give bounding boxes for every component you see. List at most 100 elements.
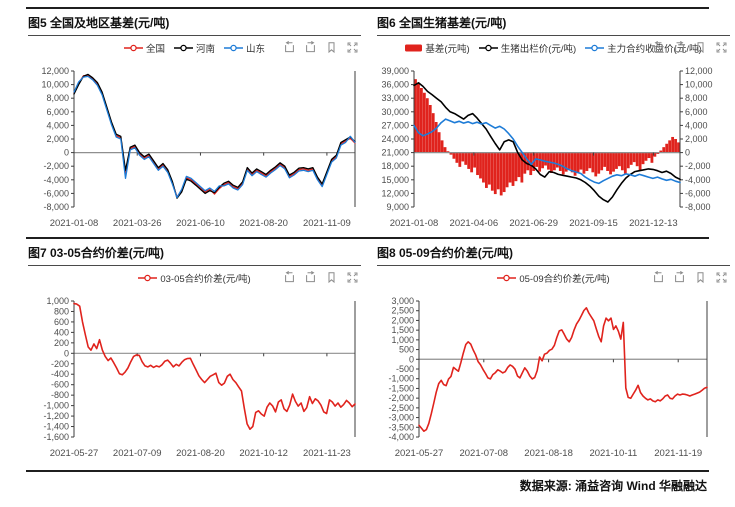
region-next-icon[interactable] xyxy=(304,271,317,284)
legend-item[interactable]: 山东 xyxy=(224,41,265,55)
middle-rule xyxy=(26,237,709,239)
svg-text:-3,000: -3,000 xyxy=(388,413,414,423)
region-prev-icon[interactable] xyxy=(283,41,296,54)
fig5-legend-row: 全国 河南 山东 xyxy=(28,36,361,60)
svg-text:27,000: 27,000 xyxy=(381,120,409,130)
fullscreen-icon[interactable] xyxy=(715,271,728,284)
svg-text:-1,400: -1,400 xyxy=(43,422,69,432)
svg-text:24,000: 24,000 xyxy=(381,134,409,144)
svg-text:-2,000: -2,000 xyxy=(685,161,711,171)
region-prev-icon[interactable] xyxy=(283,271,296,284)
svg-text:2021-10-12: 2021-10-12 xyxy=(239,448,288,459)
region-prev-icon[interactable] xyxy=(652,41,665,54)
svg-text:6,000: 6,000 xyxy=(685,107,708,117)
svg-text:2,000: 2,000 xyxy=(685,134,708,144)
bookmark-icon[interactable] xyxy=(694,41,707,54)
legend-item[interactable]: 基差(元吨) xyxy=(405,41,470,55)
region-next-icon[interactable] xyxy=(304,41,317,54)
region-prev-icon[interactable] xyxy=(652,271,665,284)
svg-text:-2,500: -2,500 xyxy=(388,403,414,413)
svg-text:2,000: 2,000 xyxy=(391,315,414,325)
svg-text:18,000: 18,000 xyxy=(381,161,409,171)
svg-text:-400: -400 xyxy=(51,369,69,379)
svg-text:400: 400 xyxy=(54,327,69,337)
fig6-legend-row: 基差(元吨) 生猪出栏价(元/吨) 主力合约收盘价(元/吨) xyxy=(377,36,730,60)
svg-text:0: 0 xyxy=(64,348,69,358)
svg-text:2021-06-29: 2021-06-29 xyxy=(509,218,558,229)
legend-label: 基差(元吨) xyxy=(425,44,470,55)
svg-text:12,000: 12,000 xyxy=(41,66,69,76)
svg-text:0: 0 xyxy=(685,148,690,158)
fig7-toolbar xyxy=(283,271,359,284)
svg-text:2021-07-08: 2021-07-08 xyxy=(459,448,508,459)
legend-line-marker xyxy=(173,44,193,52)
charts-row-bottom: 图7 03-05合约价差(元/吨) 03-05合约价差(元/吨) -1,600-… xyxy=(0,239,735,463)
svg-text:-8,000: -8,000 xyxy=(685,202,711,212)
fig7-chart-canvas[interactable]: -1,600-1,400-1,200-1,000-800-600-400-200… xyxy=(28,291,361,463)
fig5-legend: 全国 河南 山东 xyxy=(123,41,265,55)
svg-text:12,000: 12,000 xyxy=(381,188,409,198)
legend-line-marker xyxy=(497,274,517,282)
bookmark-icon[interactable] xyxy=(325,271,338,284)
fullscreen-icon[interactable] xyxy=(715,41,728,54)
svg-text:3,000: 3,000 xyxy=(391,296,414,306)
svg-text:-1,000: -1,000 xyxy=(43,401,69,411)
svg-text:9,000: 9,000 xyxy=(386,202,409,212)
svg-text:1,500: 1,500 xyxy=(391,325,414,335)
svg-text:-1,000: -1,000 xyxy=(388,374,414,384)
svg-text:2021-08-18: 2021-08-18 xyxy=(524,448,573,459)
svg-text:-4,000: -4,000 xyxy=(685,175,711,185)
bookmark-icon[interactable] xyxy=(325,41,338,54)
fig6-title: 图6 全国生猪基差(元/吨) xyxy=(377,15,730,36)
fig7-title: 图7 03-05合约价差(元/吨) xyxy=(28,245,361,266)
fullscreen-icon[interactable] xyxy=(346,41,359,54)
svg-text:500: 500 xyxy=(399,345,414,355)
panel-fig8: 图8 05-09合约价差(元/吨) 05-09合约价差(元/吨) -4,000-… xyxy=(367,239,735,463)
legend-label: 05-09合约价差(元/吨) xyxy=(519,274,610,285)
fullscreen-icon[interactable] xyxy=(346,271,359,284)
svg-text:-1,500: -1,500 xyxy=(388,383,414,393)
svg-text:-2,000: -2,000 xyxy=(43,161,69,171)
svg-text:39,000: 39,000 xyxy=(381,66,409,76)
region-next-icon[interactable] xyxy=(673,271,686,284)
legend-line-marker xyxy=(138,274,158,282)
fig6-chart-canvas[interactable]: 9,000 12,000 15,000 18,000 21,000 24,000 27,00… xyxy=(377,61,730,233)
fig5-chart-canvas[interactable]: -8,000 -6,000 -4,000 -2,000 0 2,000 4,000 6,000… xyxy=(28,61,361,233)
svg-text:30,000: 30,000 xyxy=(381,107,409,117)
legend-label: 全国 xyxy=(145,44,165,55)
svg-text:2021-08-20: 2021-08-20 xyxy=(239,218,288,229)
svg-text:2021-07-09: 2021-07-09 xyxy=(113,448,162,459)
svg-text:2021-01-08: 2021-01-08 xyxy=(390,218,439,229)
svg-text:-800: -800 xyxy=(51,390,69,400)
legend-item[interactable]: 全国 xyxy=(123,41,165,55)
svg-text:-3,500: -3,500 xyxy=(388,422,414,432)
fig8-legend-row: 05-09合约价差(元/吨) xyxy=(377,266,730,290)
legend-line-marker xyxy=(585,44,605,52)
charts-row-top: 图5 全国及地区基差(元/吨) 全国 河南 山东 -8,000 -6,000 -4,00… xyxy=(0,9,735,233)
legend-item[interactable]: 河南 xyxy=(173,41,215,55)
svg-text:800: 800 xyxy=(54,306,69,316)
svg-text:15,000: 15,000 xyxy=(381,175,409,185)
top-rule xyxy=(26,7,709,9)
svg-text:2021-06-10: 2021-06-10 xyxy=(176,218,225,229)
svg-text:2021-11-19: 2021-11-19 xyxy=(654,448,702,459)
fig5-title: 图5 全国及地区基差(元/吨) xyxy=(28,15,361,36)
legend-item[interactable]: 03-05合约价差(元/吨) xyxy=(138,271,251,285)
svg-text:1,000: 1,000 xyxy=(391,335,414,345)
legend-item[interactable]: 生猪出栏价(元/吨) xyxy=(478,41,576,55)
data-source-note: 数据来源: 涌益咨询 Wind 华融融达 xyxy=(519,479,707,493)
fig8-chart-canvas[interactable]: -4,000-3,500-3,000-2,500-2,000-1,500-1,0… xyxy=(377,291,730,463)
svg-text:8,000: 8,000 xyxy=(685,93,708,103)
legend-line-marker xyxy=(224,44,243,52)
svg-text:-600: -600 xyxy=(51,380,69,390)
legend-item[interactable]: 05-09合约价差(元/吨) xyxy=(497,271,610,285)
fig7-legend-row: 03-05合约价差(元/吨) xyxy=(28,266,361,290)
svg-text:1,000: 1,000 xyxy=(46,296,69,306)
fig5-toolbar xyxy=(283,41,359,54)
svg-text:2021-11-23: 2021-11-23 xyxy=(303,448,351,459)
legend-label: 03-05合约价差(元/吨) xyxy=(160,274,251,285)
svg-text:2021-08-20: 2021-08-20 xyxy=(176,448,225,459)
region-next-icon[interactable] xyxy=(673,41,686,54)
svg-text:4,000: 4,000 xyxy=(685,120,708,130)
bookmark-icon[interactable] xyxy=(694,271,707,284)
